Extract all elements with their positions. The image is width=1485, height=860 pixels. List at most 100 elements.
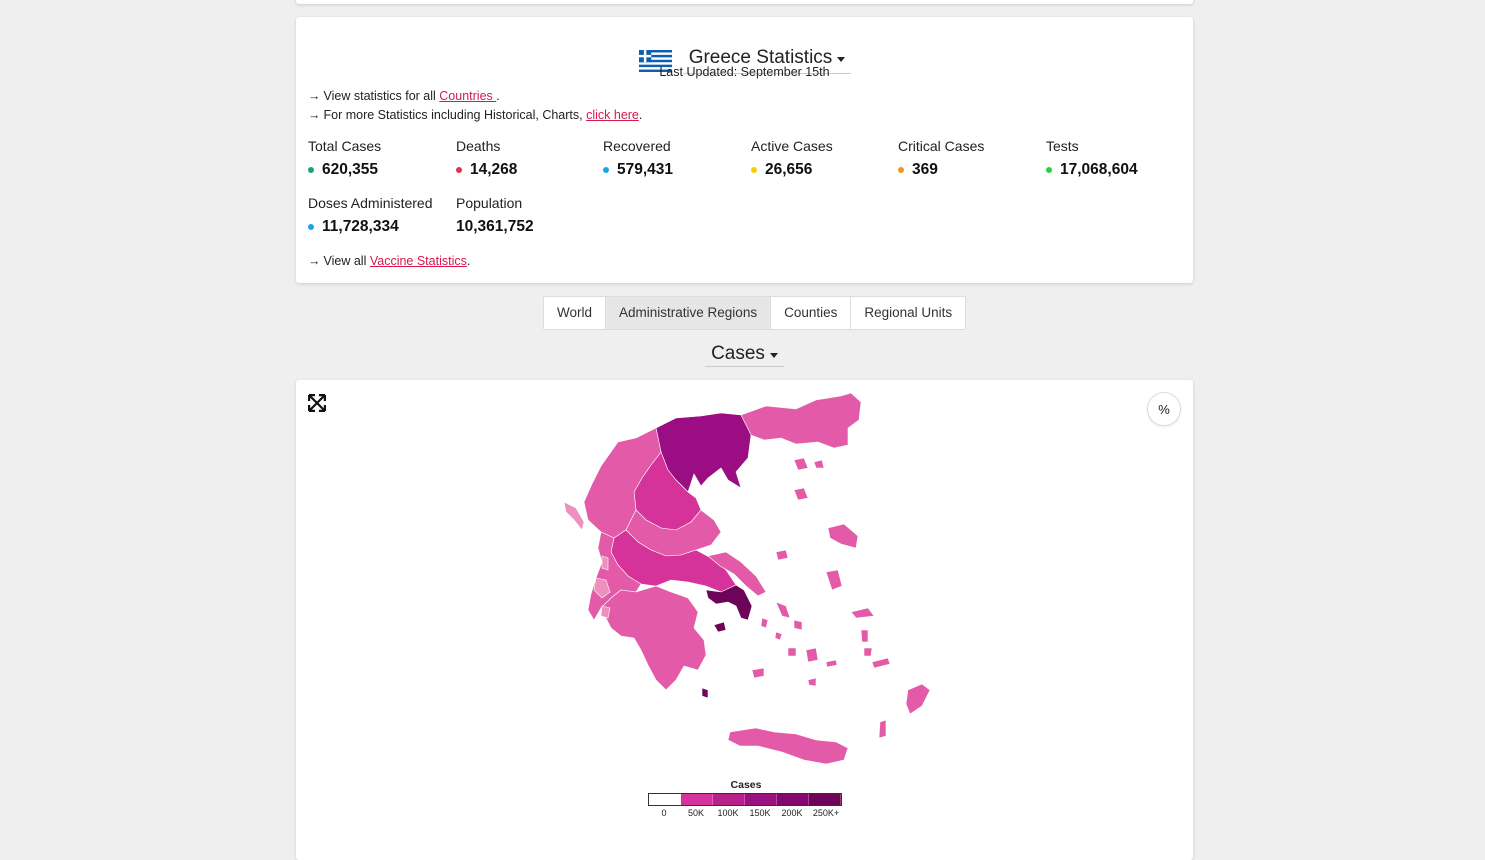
island-evia[interactable] [707,551,767,597]
stat-value: 369 [912,161,938,178]
metric-select-value: Cases [711,343,765,364]
island-lemnos[interactable] [793,487,809,501]
stat-recovered: Recovered 579,431 [603,138,673,179]
island-kalymnos[interactable] [863,647,873,657]
stat-label: Deaths [456,138,501,154]
legend-swatch [681,794,713,805]
chevron-down-icon [837,56,846,62]
legend-swatch [745,794,777,805]
island-zakynthos[interactable] [600,605,611,619]
stat-value: 14,268 [470,161,518,178]
island-leros-patmos[interactable] [860,629,869,643]
region-tabs: World Administrative Regions Counties Re… [543,296,967,330]
link-suffix: . [466,254,471,268]
page-title: Greece Statistics [688,47,833,68]
legend-color-bar [648,793,842,806]
tab-regional-units[interactable]: Regional Units [864,305,953,320]
island-samothrace[interactable] [813,459,825,469]
countries-link[interactable]: Countries [439,89,497,103]
island-lesbos[interactable] [827,523,859,549]
island-milos[interactable] [751,667,765,679]
statistics-link-line: → For more Statistics including Historica… [308,108,642,122]
legend-tick: 200K [781,808,803,818]
stat-label: Active Cases [751,138,833,154]
country-select[interactable]: Greece Statistics [682,47,852,74]
link-suffix: . [638,108,643,122]
island-chios[interactable] [825,569,843,591]
vaccine-link-line: → View all Vaccine Statistics. [308,254,470,268]
island-tinos[interactable] [793,619,803,631]
map-legend: Cases 0 50K 100K 150K 200K 250K+ [648,779,842,820]
stat-label: Recovered [603,138,671,154]
link-prefix: View all [323,254,370,268]
countries-link-line: → View statistics for all Countries . [308,89,500,103]
island-kythera[interactable] [701,687,709,699]
link-prefix: View statistics for all [323,89,440,103]
region-attica[interactable] [705,584,753,621]
island-karpathos[interactable] [878,719,887,739]
region-east-macedonia-thrace[interactable] [740,392,862,449]
status-dot [308,167,314,173]
stat-value: 579,431 [617,161,674,178]
island-crete[interactable] [727,727,849,765]
fullscreen-icon[interactable] [308,394,326,412]
chevron-down-icon [769,352,778,358]
island-paros[interactable] [787,647,797,657]
stat-doses-administered: Doses Administered 11,728,334 [308,195,433,236]
island-skyros[interactable] [775,549,789,561]
island-santorini[interactable] [807,677,817,687]
arrow-right-icon: → [308,89,321,103]
stat-value: 17,068,604 [1060,161,1138,178]
island-samos[interactable] [850,607,875,619]
legend-tick: 150K [749,808,771,818]
status-dot [1046,167,1052,173]
stat-total-cases: Total Cases 620,355 [308,138,381,179]
stat-value: 26,656 [765,161,813,178]
status-dot [751,167,757,173]
stat-label: Total Cases [308,138,382,154]
arrow-right-icon: → [308,254,321,268]
status-dot [898,167,904,173]
island-kos[interactable] [871,657,891,669]
tab-counties[interactable]: Counties [771,297,852,329]
island-kefalonia[interactable] [593,577,611,599]
legend-swatch [713,794,745,805]
greece-map [563,392,931,765]
stat-value: 11,728,334 [322,218,399,235]
title-row: Greece Statistics [296,47,1193,74]
island-syros[interactable] [774,631,783,641]
stat-label: Population [456,195,523,211]
percent-toggle-button[interactable]: % [1147,392,1181,426]
map-card: % [296,380,1193,860]
island-rhodes[interactable] [905,683,931,715]
greece-flag-icon [638,49,672,72]
region-peloponnese[interactable] [600,585,707,691]
stat-tests: Tests 17,068,604 [1046,138,1138,179]
island-thasos[interactable] [793,457,809,471]
tab-world[interactable]: World [544,297,607,329]
legend-swatch [809,794,841,805]
status-dot [308,224,314,230]
statistics-card: Greece Statistics Last Updated: Septembe… [296,17,1193,283]
status-dot [456,167,462,173]
vaccine-statistics-link[interactable]: Vaccine Statistics [369,254,467,268]
historical-stats-link[interactable]: click here [586,108,639,122]
stat-deaths: Deaths 14,268 [456,138,517,179]
legend-tick: 0 [661,808,667,818]
legend-tick: 50K [687,808,705,818]
island-kea[interactable] [760,617,769,629]
arrow-right-icon: → [308,108,321,122]
stat-value: 10,361,752 [456,218,534,235]
status-dot [603,167,609,173]
metric-select[interactable]: Cases [705,342,784,367]
island-amorgos[interactable] [825,659,838,668]
island-lefkada[interactable] [601,555,609,571]
tab-administrative-regions[interactable]: Administrative Regions [606,297,772,329]
island-andros[interactable] [775,601,791,619]
stat-label: Tests [1046,138,1079,154]
island-corfu[interactable] [563,501,585,531]
island-naxos[interactable] [805,647,819,663]
stat-population: Population 10,361,752 [456,195,534,236]
island-salamis-aegina[interactable] [713,621,727,633]
stat-active-cases: Active Cases 26,656 [751,138,833,179]
